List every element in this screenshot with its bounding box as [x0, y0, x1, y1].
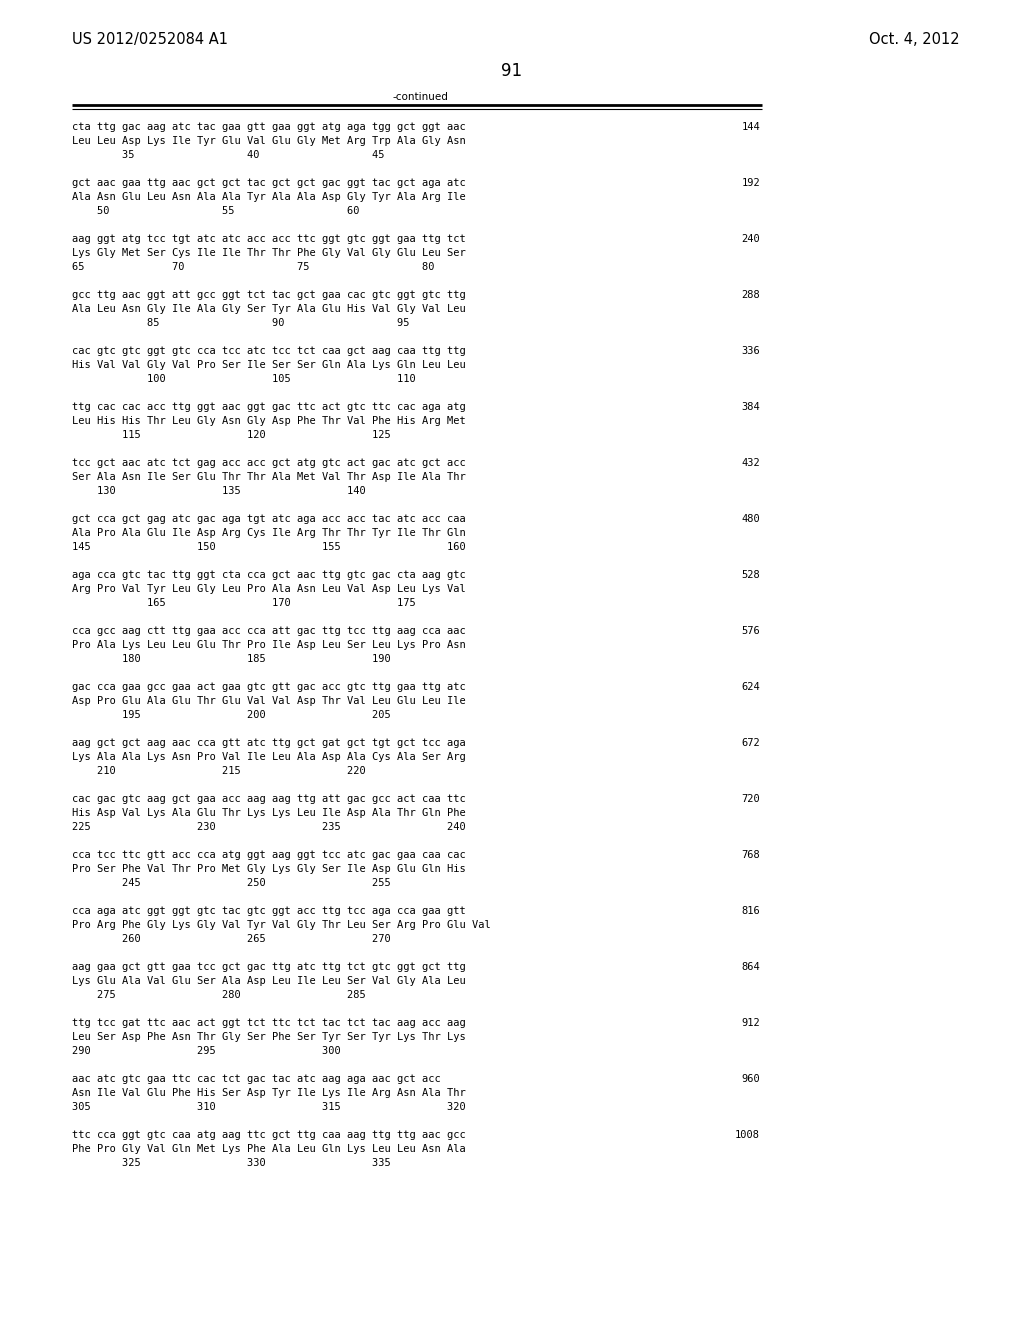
Text: Phe Pro Gly Val Gln Met Lys Phe Ala Leu Gln Lys Leu Leu Asn Ala: Phe Pro Gly Val Gln Met Lys Phe Ala Leu … [72, 1144, 466, 1154]
Text: 480: 480 [741, 513, 760, 524]
Text: Ala Asn Glu Leu Asn Ala Ala Tyr Ala Ala Asp Gly Tyr Ala Arg Ile: Ala Asn Glu Leu Asn Ala Ala Tyr Ala Ala … [72, 191, 466, 202]
Text: 145                 150                 155                 160: 145 150 155 160 [72, 543, 466, 552]
Text: 290                 295                 300: 290 295 300 [72, 1045, 341, 1056]
Text: 35                  40                  45: 35 40 45 [72, 150, 384, 160]
Text: gct aac gaa ttg aac gct gct tac gct gct gac ggt tac gct aga atc: gct aac gaa ttg aac gct gct tac gct gct … [72, 178, 466, 187]
Text: 144: 144 [741, 121, 760, 132]
Text: ttg tcc gat ttc aac act ggt tct ttc tct tac tct tac aag acc aag: ttg tcc gat ttc aac act ggt tct ttc tct … [72, 1018, 466, 1028]
Text: 528: 528 [741, 570, 760, 579]
Text: Asp Pro Glu Ala Glu Thr Glu Val Val Asp Thr Val Leu Glu Leu Ile: Asp Pro Glu Ala Glu Thr Glu Val Val Asp … [72, 696, 466, 706]
Text: 260                 265                 270: 260 265 270 [72, 935, 391, 944]
Text: 210                 215                 220: 210 215 220 [72, 766, 366, 776]
Text: 432: 432 [741, 458, 760, 469]
Text: Ser Ala Asn Ile Ser Glu Thr Thr Ala Met Val Thr Asp Ile Ala Thr: Ser Ala Asn Ile Ser Glu Thr Thr Ala Met … [72, 473, 466, 482]
Text: aag gct gct aag aac cca gtt atc ttg gct gat gct tgt gct tcc aga: aag gct gct aag aac cca gtt atc ttg gct … [72, 738, 466, 748]
Text: His Val Val Gly Val Pro Ser Ile Ser Ser Gln Ala Lys Gln Leu Leu: His Val Val Gly Val Pro Ser Ile Ser Ser … [72, 360, 466, 370]
Text: Lys Gly Met Ser Cys Ile Ile Thr Thr Phe Gly Val Gly Glu Leu Ser: Lys Gly Met Ser Cys Ile Ile Thr Thr Phe … [72, 248, 466, 257]
Text: 192: 192 [741, 178, 760, 187]
Text: gct cca gct gag atc gac aga tgt atc aga acc acc tac atc acc caa: gct cca gct gag atc gac aga tgt atc aga … [72, 513, 466, 524]
Text: 912: 912 [741, 1018, 760, 1028]
Text: Arg Pro Val Tyr Leu Gly Leu Pro Ala Asn Leu Val Asp Leu Lys Val: Arg Pro Val Tyr Leu Gly Leu Pro Ala Asn … [72, 583, 466, 594]
Text: cca aga atc ggt ggt gtc tac gtc ggt acc ttg tcc aga cca gaa gtt: cca aga atc ggt ggt gtc tac gtc ggt acc … [72, 906, 466, 916]
Text: cca gcc aag ctt ttg gaa acc cca att gac ttg tcc ttg aag cca aac: cca gcc aag ctt ttg gaa acc cca att gac … [72, 626, 466, 636]
Text: 165                 170                 175: 165 170 175 [72, 598, 416, 609]
Text: cac gac gtc aag gct gaa acc aag aag ttg att gac gcc act caa ttc: cac gac gtc aag gct gaa acc aag aag ttg … [72, 795, 466, 804]
Text: gcc ttg aac ggt att gcc ggt tct tac gct gaa cac gtc ggt gtc ttg: gcc ttg aac ggt att gcc ggt tct tac gct … [72, 290, 466, 300]
Text: cta ttg gac aag atc tac gaa gtt gaa ggt atg aga tgg gct ggt aac: cta ttg gac aag atc tac gaa gtt gaa ggt … [72, 121, 466, 132]
Text: 864: 864 [741, 962, 760, 972]
Text: 50                  55                  60: 50 55 60 [72, 206, 359, 216]
Text: 672: 672 [741, 738, 760, 748]
Text: 91: 91 [502, 62, 522, 81]
Text: Leu His His Thr Leu Gly Asn Gly Asp Phe Thr Val Phe His Arg Met: Leu His His Thr Leu Gly Asn Gly Asp Phe … [72, 416, 466, 426]
Text: 816: 816 [741, 906, 760, 916]
Text: aag ggt atg tcc tgt atc atc acc acc ttc ggt gtc ggt gaa ttg tct: aag ggt atg tcc tgt atc atc acc acc ttc … [72, 234, 466, 244]
Text: Leu Ser Asp Phe Asn Thr Gly Ser Phe Ser Tyr Ser Tyr Lys Thr Lys: Leu Ser Asp Phe Asn Thr Gly Ser Phe Ser … [72, 1032, 466, 1041]
Text: ttg cac cac acc ttg ggt aac ggt gac ttc act gtc ttc cac aga atg: ttg cac cac acc ttg ggt aac ggt gac ttc … [72, 403, 466, 412]
Text: cca tcc ttc gtt acc cca atg ggt aag ggt tcc atc gac gaa caa cac: cca tcc ttc gtt acc cca atg ggt aag ggt … [72, 850, 466, 861]
Text: Ala Pro Ala Glu Ile Asp Arg Cys Ile Arg Thr Thr Tyr Ile Thr Gln: Ala Pro Ala Glu Ile Asp Arg Cys Ile Arg … [72, 528, 466, 539]
Text: Oct. 4, 2012: Oct. 4, 2012 [869, 32, 961, 48]
Text: 960: 960 [741, 1074, 760, 1084]
Text: 100                 105                 110: 100 105 110 [72, 374, 416, 384]
Text: 288: 288 [741, 290, 760, 300]
Text: 336: 336 [741, 346, 760, 356]
Text: 576: 576 [741, 626, 760, 636]
Text: His Asp Val Lys Ala Glu Thr Lys Lys Leu Ile Asp Ala Thr Gln Phe: His Asp Val Lys Ala Glu Thr Lys Lys Leu … [72, 808, 466, 818]
Text: Ala Leu Asn Gly Ile Ala Gly Ser Tyr Ala Glu His Val Gly Val Leu: Ala Leu Asn Gly Ile Ala Gly Ser Tyr Ala … [72, 304, 466, 314]
Text: 65              70                  75                  80: 65 70 75 80 [72, 261, 434, 272]
Text: Leu Leu Asp Lys Ile Tyr Glu Val Glu Gly Met Arg Trp Ala Gly Asn: Leu Leu Asp Lys Ile Tyr Glu Val Glu Gly … [72, 136, 466, 147]
Text: 130                 135                 140: 130 135 140 [72, 486, 366, 496]
Text: US 2012/0252084 A1: US 2012/0252084 A1 [72, 32, 228, 48]
Text: 225                 230                 235                 240: 225 230 235 240 [72, 822, 466, 832]
Text: gac cca gaa gcc gaa act gaa gtc gtt gac acc gtc ttg gaa ttg atc: gac cca gaa gcc gaa act gaa gtc gtt gac … [72, 682, 466, 692]
Text: aag gaa gct gtt gaa tcc gct gac ttg atc ttg tct gtc ggt gct ttg: aag gaa gct gtt gaa tcc gct gac ttg atc … [72, 962, 466, 972]
Text: Lys Ala Ala Lys Asn Pro Val Ile Leu Ala Asp Ala Cys Ala Ser Arg: Lys Ala Ala Lys Asn Pro Val Ile Leu Ala … [72, 752, 466, 762]
Text: 195                 200                 205: 195 200 205 [72, 710, 391, 719]
Text: ttc cca ggt gtc caa atg aag ttc gct ttg caa aag ttg ttg aac gcc: ttc cca ggt gtc caa atg aag ttc gct ttg … [72, 1130, 466, 1140]
Text: tcc gct aac atc tct gag acc acc gct atg gtc act gac atc gct acc: tcc gct aac atc tct gag acc acc gct atg … [72, 458, 466, 469]
Text: 240: 240 [741, 234, 760, 244]
Text: Lys Glu Ala Val Glu Ser Ala Asp Leu Ile Leu Ser Val Gly Ala Leu: Lys Glu Ala Val Glu Ser Ala Asp Leu Ile … [72, 975, 466, 986]
Text: 180                 185                 190: 180 185 190 [72, 653, 391, 664]
Text: 720: 720 [741, 795, 760, 804]
Text: cac gtc gtc ggt gtc cca tcc atc tcc tct caa gct aag caa ttg ttg: cac gtc gtc ggt gtc cca tcc atc tcc tct … [72, 346, 466, 356]
Text: aga cca gtc tac ttg ggt cta cca gct aac ttg gtc gac cta aag gtc: aga cca gtc tac ttg ggt cta cca gct aac … [72, 570, 466, 579]
Text: aac atc gtc gaa ttc cac tct gac tac atc aag aga aac gct acc: aac atc gtc gaa ttc cac tct gac tac atc … [72, 1074, 440, 1084]
Text: Pro Ser Phe Val Thr Pro Met Gly Lys Gly Ser Ile Asp Glu Gln His: Pro Ser Phe Val Thr Pro Met Gly Lys Gly … [72, 865, 466, 874]
Text: 1008: 1008 [735, 1130, 760, 1140]
Text: 305                 310                 315                 320: 305 310 315 320 [72, 1102, 466, 1111]
Text: 325                 330                 335: 325 330 335 [72, 1158, 391, 1168]
Text: Pro Arg Phe Gly Lys Gly Val Tyr Val Gly Thr Leu Ser Arg Pro Glu Val: Pro Arg Phe Gly Lys Gly Val Tyr Val Gly … [72, 920, 490, 931]
Text: Pro Ala Lys Leu Leu Glu Thr Pro Ile Asp Leu Ser Leu Lys Pro Asn: Pro Ala Lys Leu Leu Glu Thr Pro Ile Asp … [72, 640, 466, 649]
Text: 275                 280                 285: 275 280 285 [72, 990, 366, 1001]
Text: Asn Ile Val Glu Phe His Ser Asp Tyr Ile Lys Ile Arg Asn Ala Thr: Asn Ile Val Glu Phe His Ser Asp Tyr Ile … [72, 1088, 466, 1098]
Text: 245                 250                 255: 245 250 255 [72, 878, 391, 888]
Text: -continued: -continued [392, 92, 447, 102]
Text: 115                 120                 125: 115 120 125 [72, 430, 391, 440]
Text: 85                  90                  95: 85 90 95 [72, 318, 410, 327]
Text: 768: 768 [741, 850, 760, 861]
Text: 384: 384 [741, 403, 760, 412]
Text: 624: 624 [741, 682, 760, 692]
